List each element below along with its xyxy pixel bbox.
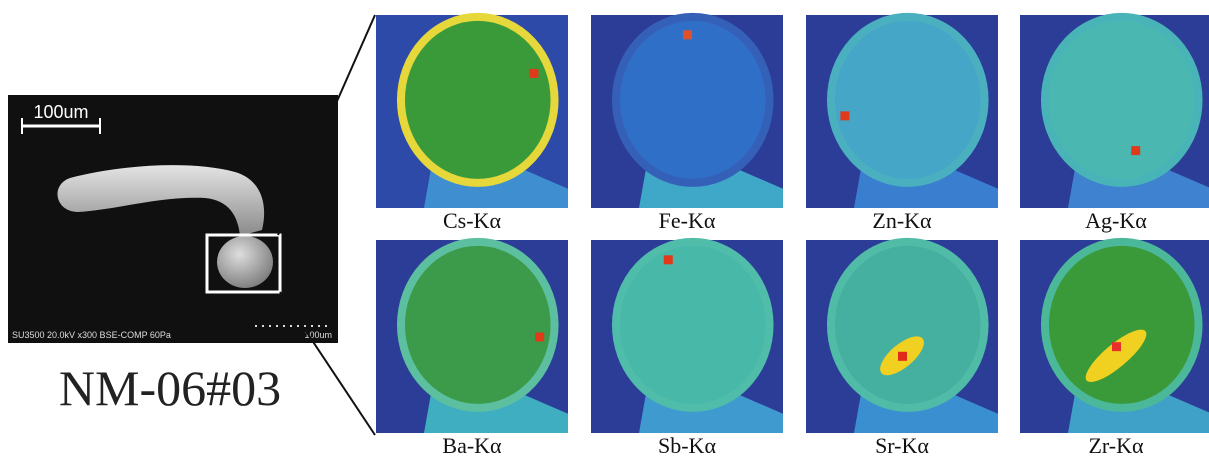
element-map: Ba-Kα (376, 240, 568, 458)
sem-particle (217, 236, 273, 288)
element-map: Cs-Kα (376, 15, 568, 233)
map-head (831, 242, 985, 408)
element-map: Sb-Kα (591, 240, 783, 458)
element-map: Zn-Kα (806, 15, 998, 233)
map-hotspot (664, 255, 673, 264)
map-hotspot (1131, 146, 1140, 155)
map-head (616, 17, 770, 183)
map-label: Zr-Kα (1088, 433, 1144, 458)
sample-label: NM-06#03 (59, 360, 281, 416)
map-label: Ag-Kα (1085, 208, 1147, 233)
map-head (1045, 242, 1199, 408)
map-label: Sr-Kα (875, 433, 929, 458)
map-hotspot (898, 352, 907, 361)
map-label: Fe-Kα (659, 208, 716, 233)
map-hotspot (535, 333, 544, 342)
map-hotspot (840, 111, 849, 120)
element-maps: Cs-Kα Fe-Kα Zn-Kα Ag-Kα Ba-Kα Sb-Kα Sr-Kα Zr-Kα (376, 15, 1209, 458)
map-label: Ba-Kα (442, 433, 502, 458)
element-map: Zr-Kα (1020, 240, 1209, 458)
map-hotspot (529, 69, 538, 78)
scale-label: 100um (33, 102, 88, 122)
map-label: Zn-Kα (872, 208, 932, 233)
map-head (616, 242, 770, 408)
sem-info: SU3500 20.0kV x300 BSE-COMP 60Pa (12, 330, 171, 340)
map-head (831, 17, 985, 183)
map-head (401, 17, 555, 183)
element-map: Fe-Kα (591, 15, 783, 233)
element-map: Sr-Kα (806, 240, 998, 458)
map-label: Cs-Kα (443, 208, 501, 233)
element-map: Ag-Kα (1020, 15, 1209, 233)
map-hotspot (1112, 342, 1121, 351)
map-head (401, 242, 555, 408)
figure: 100um SU3500 20.0kV x300 BSE-COMP 60Pa 1… (0, 0, 1209, 463)
map-hotspot (683, 30, 692, 39)
map-head (1045, 17, 1199, 183)
map-label: Sb-Kα (658, 433, 716, 458)
